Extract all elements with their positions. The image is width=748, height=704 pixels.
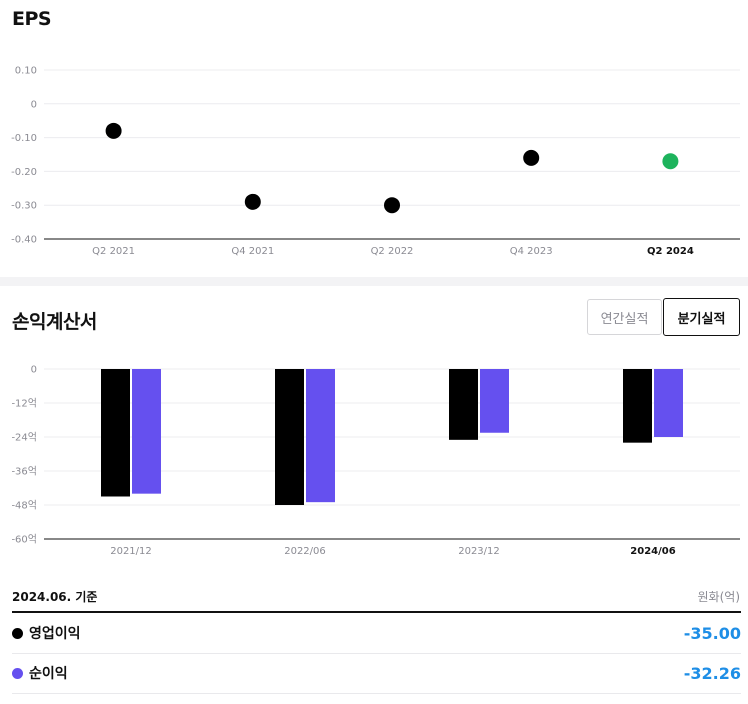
income-bar-chart: 0 -12억 -24억 -36억 -48억 -60억 2021/12 2022/06 2023/…: [11, 365, 740, 557]
section-divider: [0, 277, 748, 286]
net-income-bar: [654, 369, 683, 437]
basis-date: 2024.06. 기준: [12, 590, 98, 604]
eps-point: [384, 197, 400, 214]
x-tick-label: 2024/06: [630, 546, 675, 557]
y-tick-label: -12억: [11, 398, 37, 410]
y-tick-label: -0.20: [11, 167, 37, 178]
operating-income-bar: [101, 369, 130, 497]
tab-annual[interactable]: 연간실적: [587, 299, 662, 335]
y-tick-label: -36억: [11, 466, 37, 478]
y-tick-label: -0.10: [11, 133, 37, 144]
y-tick-label: -0.30: [11, 201, 37, 212]
x-tick-label: 2023/12: [458, 546, 500, 557]
y-tick-label: -24억: [11, 432, 37, 444]
x-tick-label: 2022/06: [284, 546, 326, 557]
row-value: -35.00: [683, 623, 741, 643]
income-statement-title: 손익계산서: [12, 311, 97, 333]
x-tick-label: Q4 2021: [231, 246, 274, 257]
eps-point: [244, 193, 261, 210]
eps-point: [662, 153, 679, 170]
row-label: 영업이익: [29, 626, 81, 642]
row-label: 순이익: [29, 666, 68, 682]
eps-title: EPS: [12, 8, 52, 30]
y-tick-label: -0.40: [11, 235, 37, 246]
row-value: -32.26: [683, 663, 741, 683]
x-tick-label: Q2 2021: [92, 246, 135, 257]
x-tick-label: 2021/12: [110, 546, 152, 557]
y-tick-label: 0.10: [15, 66, 37, 77]
legend-dot: [12, 667, 23, 679]
net-income-row: 순이익 -32.26: [12, 653, 741, 694]
y-tick-label: 0: [31, 99, 37, 110]
x-tick-label: Q2 2022: [371, 246, 414, 257]
eps-point: [105, 122, 122, 139]
unit-label: 원화(억): [697, 590, 740, 604]
tab-quarterly[interactable]: 분기실적: [663, 298, 740, 336]
operating-income-bar: [275, 369, 304, 505]
eps-chart: 0.10 0 -0.10 -0.20 -0.30 -0.40 Q2 2021 Q4 2021 Q…: [11, 66, 740, 257]
net-income-bar: [480, 369, 509, 433]
y-tick-label: -48억: [11, 500, 37, 512]
net-income-bar: [306, 369, 335, 503]
legend-dot: [12, 627, 23, 639]
x-tick-label: Q4 2023: [510, 246, 553, 257]
operating-income-row: 영업이익 -35.00: [12, 613, 741, 654]
table-top-rule: [12, 611, 741, 613]
y-tick-label: -60억: [11, 534, 37, 546]
y-tick-label: 0: [31, 365, 37, 376]
operating-income-bar: [449, 369, 478, 440]
x-tick-label: Q2 2024: [647, 246, 694, 257]
eps-point: [523, 149, 540, 166]
operating-income-bar: [623, 369, 652, 443]
net-income-bar: [132, 369, 161, 494]
